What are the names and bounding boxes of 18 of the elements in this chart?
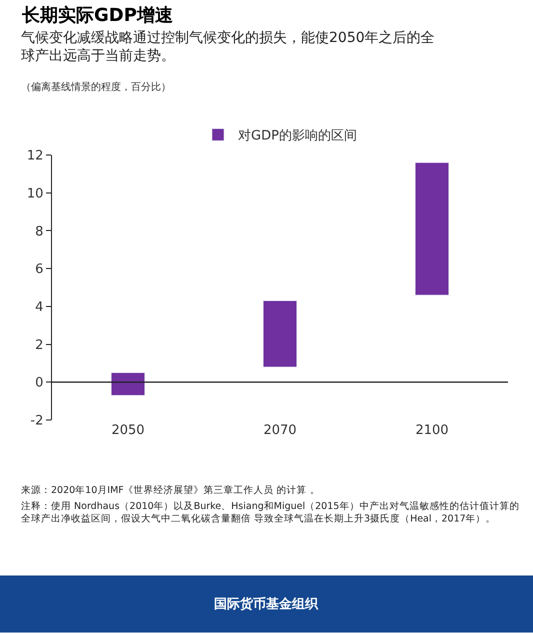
y-tick-label: 6 <box>35 262 44 278</box>
legend-label: 对GDP的影响的区间 <box>238 128 357 144</box>
chart-title: 长期实际GDP增速 <box>21 5 173 26</box>
text: 国际货币基金组织 <box>214 596 319 612</box>
text: （偏离基线情景的程度，百分比） <box>21 81 171 93</box>
y-tick-label: 10 <box>26 186 44 202</box>
source-note: 来源：2020年10月IMF《世界经济展望》第三章工作人员 的计算 。 <box>21 484 320 496</box>
y-tick-label: -2 <box>30 414 44 429</box>
x-tick-label: 2100 <box>415 423 449 438</box>
y-tick-label: 8 <box>35 224 44 240</box>
y-tick-label: 4 <box>35 300 44 315</box>
x-tick-label: 2070 <box>263 423 297 438</box>
chart-subtitle: 气候变化减缓战略通过控制气候变化的损失，能使2050年之后的全球产出远高于当前走势。 <box>21 30 435 64</box>
y-tick-label: 0 <box>35 376 44 391</box>
y-tick-label: 12 <box>26 148 44 164</box>
text: 注释：使用 Nordhaus（2010年）以及Burke、Hsiang和Miguel（2015年）中产出对气温敏感性的估计值计算的全球产出净收益区间，假设大气中二氧化碳含量翻倍 导致全球气温在长期上升3摄氏度（Heal，2017年）。 <box>21 500 520 524</box>
x-tick-label: 2050 <box>111 423 145 438</box>
y-tick-label: 2 <box>35 338 44 353</box>
